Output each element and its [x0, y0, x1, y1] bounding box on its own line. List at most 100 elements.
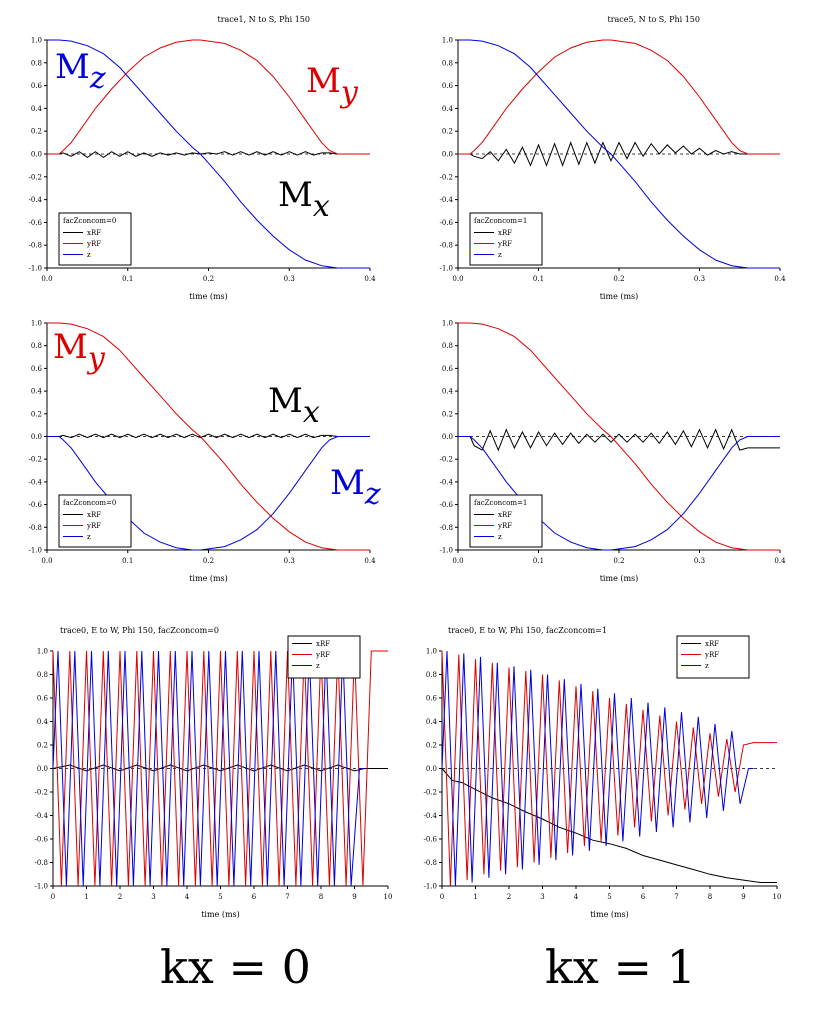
- y-tick-label: 1.0: [442, 320, 453, 328]
- x-tick-label: 0.2: [613, 557, 624, 565]
- series-z: [441, 650, 754, 887]
- y-tick-label: -0.4: [29, 196, 43, 204]
- y-tick-label: 0.6: [37, 695, 49, 703]
- legend: facZconcom=1 xRF yRF z: [469, 494, 543, 548]
- x-tick-label: 9: [741, 893, 745, 901]
- x-tick-label: 0.2: [613, 275, 624, 283]
- y-tick-label: 0.8: [31, 342, 42, 350]
- series-z: [458, 39, 780, 269]
- y-tick-label: -0.2: [440, 456, 454, 464]
- chart-top-right: 1.0 0.8 0.6 0.4 0.2 0.0 -0.2 -0.4 -0.6 -0.8 -1.0 0.…: [440, 15, 787, 301]
- y-tick-label: 0.8: [442, 342, 453, 350]
- x-tick-label: 0.4: [774, 275, 786, 283]
- legend-entry: z: [316, 662, 320, 670]
- y-tick-label: -0.4: [440, 478, 454, 486]
- annotation-mx: Mx: [268, 381, 320, 430]
- y-tick-label: 1.0: [37, 648, 48, 656]
- legend-entry: yRF: [497, 522, 512, 530]
- x-tick-label: 9: [352, 893, 356, 901]
- x-tick-label: 6: [252, 893, 257, 901]
- legend: xRF yRF z: [676, 635, 750, 679]
- x-tick-label: 2: [507, 893, 511, 901]
- legend: xRF yRF z: [287, 635, 361, 679]
- y-tick-label: 0.6: [442, 82, 454, 90]
- legend: facZconcom=0 xRF yRF z: [58, 212, 132, 266]
- y-tick-label: 0.0: [31, 433, 42, 441]
- y-tick-label: 0.6: [31, 365, 43, 373]
- x-tick-label: 5: [218, 893, 222, 901]
- x-tick-label: 6: [641, 893, 646, 901]
- x-tick-label: 1: [84, 893, 88, 901]
- y-tick-label: -0.2: [35, 789, 49, 797]
- series-yRF: [458, 39, 780, 155]
- y-tick-label: 0.0: [442, 433, 453, 441]
- legend-box: [469, 212, 543, 266]
- x-tick-label: 1: [473, 893, 477, 901]
- legend-entry: yRF: [497, 240, 512, 248]
- series-yRF: [458, 322, 780, 551]
- annotation-my: My: [53, 327, 106, 376]
- legend-box: [469, 494, 543, 548]
- y-tick-label: -0.2: [440, 173, 454, 181]
- legend-entry: z: [87, 533, 91, 541]
- y-tick-label: 0.0: [442, 151, 453, 159]
- x-tick-label: 5: [607, 893, 611, 901]
- series-xRF: [47, 433, 370, 439]
- chart-top-left: 1.0 0.8 0.6 0.4 0.2 0.0 -0.2 -0.4 -0.6 -0.8 -1.0 0.…: [29, 15, 377, 301]
- legend-entry: z: [705, 662, 709, 670]
- legend-entry: z: [498, 251, 502, 259]
- series-xRF: [52, 764, 388, 772]
- y-tick-label: -0.8: [29, 524, 43, 532]
- y-tick-label: -0.6: [440, 219, 454, 227]
- legend-entry: yRF: [86, 240, 101, 248]
- legend-entry: xRF: [705, 640, 719, 648]
- legend-entry: xRF: [498, 229, 512, 237]
- y-tick-label: -0.8: [424, 859, 438, 867]
- x-tick-label: 0.0: [41, 275, 52, 283]
- x-tick-label: 0.1: [122, 275, 133, 283]
- x-tick-label: 8: [319, 893, 323, 901]
- y-tick-label: 0.4: [37, 718, 49, 726]
- y-tick-label: 0.2: [442, 410, 453, 418]
- annotation-mz: Mz: [55, 47, 106, 96]
- series-yRF: [441, 650, 777, 887]
- x-tick-label: 2: [118, 893, 122, 901]
- x-tick-label: 7: [674, 893, 678, 901]
- x-axis-label: time (ms): [600, 574, 639, 583]
- y-tick-label: 0.6: [442, 365, 454, 373]
- annotation-my: My: [306, 61, 359, 110]
- legend-title: facZconcom=1: [474, 499, 527, 507]
- series-yRF: [52, 650, 388, 887]
- legend-entry: z: [87, 251, 91, 259]
- series-xRF: [458, 141, 780, 167]
- legend-entry: xRF: [316, 640, 330, 648]
- legend-entry: xRF: [87, 229, 101, 237]
- bottom-label-right: kx = 1: [545, 940, 696, 994]
- y-tick-label: 0.2: [37, 742, 48, 750]
- series-xRF: [458, 428, 780, 452]
- x-axis-label: time (ms): [590, 910, 629, 919]
- y-tick-label: 1.0: [31, 37, 42, 45]
- y-tick-label: 0.2: [31, 128, 42, 136]
- y-tick-label: -0.4: [29, 478, 43, 486]
- y-tick-label: -0.6: [29, 219, 43, 227]
- x-axis-label: time (ms): [189, 292, 228, 301]
- series-xRF: [441, 768, 777, 883]
- x-tick-label: 0.1: [122, 557, 133, 565]
- y-tick-label: -0.6: [440, 501, 454, 509]
- y-tick-label: 0.2: [31, 410, 42, 418]
- y-tick-label: 0.2: [426, 742, 437, 750]
- chart-mid-right: 1.0 0.8 0.6 0.4 0.2 0.0 -0.2 -0.4 -0.6 -0.8 -1.0 0.…: [440, 320, 787, 584]
- y-tick-label: -0.4: [440, 196, 454, 204]
- x-axis-label: time (ms): [201, 910, 240, 919]
- y-tick-label: 0.4: [426, 718, 438, 726]
- series-z: [458, 436, 780, 551]
- x-tick-label: 0.0: [452, 275, 463, 283]
- y-tick-label: 0.8: [426, 671, 437, 679]
- y-tick-label: -0.2: [424, 789, 438, 797]
- series-xRF: [47, 151, 370, 159]
- y-tick-label: -1.0: [29, 547, 43, 555]
- y-tick-label: 0.0: [37, 765, 48, 773]
- annotation-mx: Mx: [278, 175, 330, 224]
- y-tick-label: 0.0: [31, 151, 42, 159]
